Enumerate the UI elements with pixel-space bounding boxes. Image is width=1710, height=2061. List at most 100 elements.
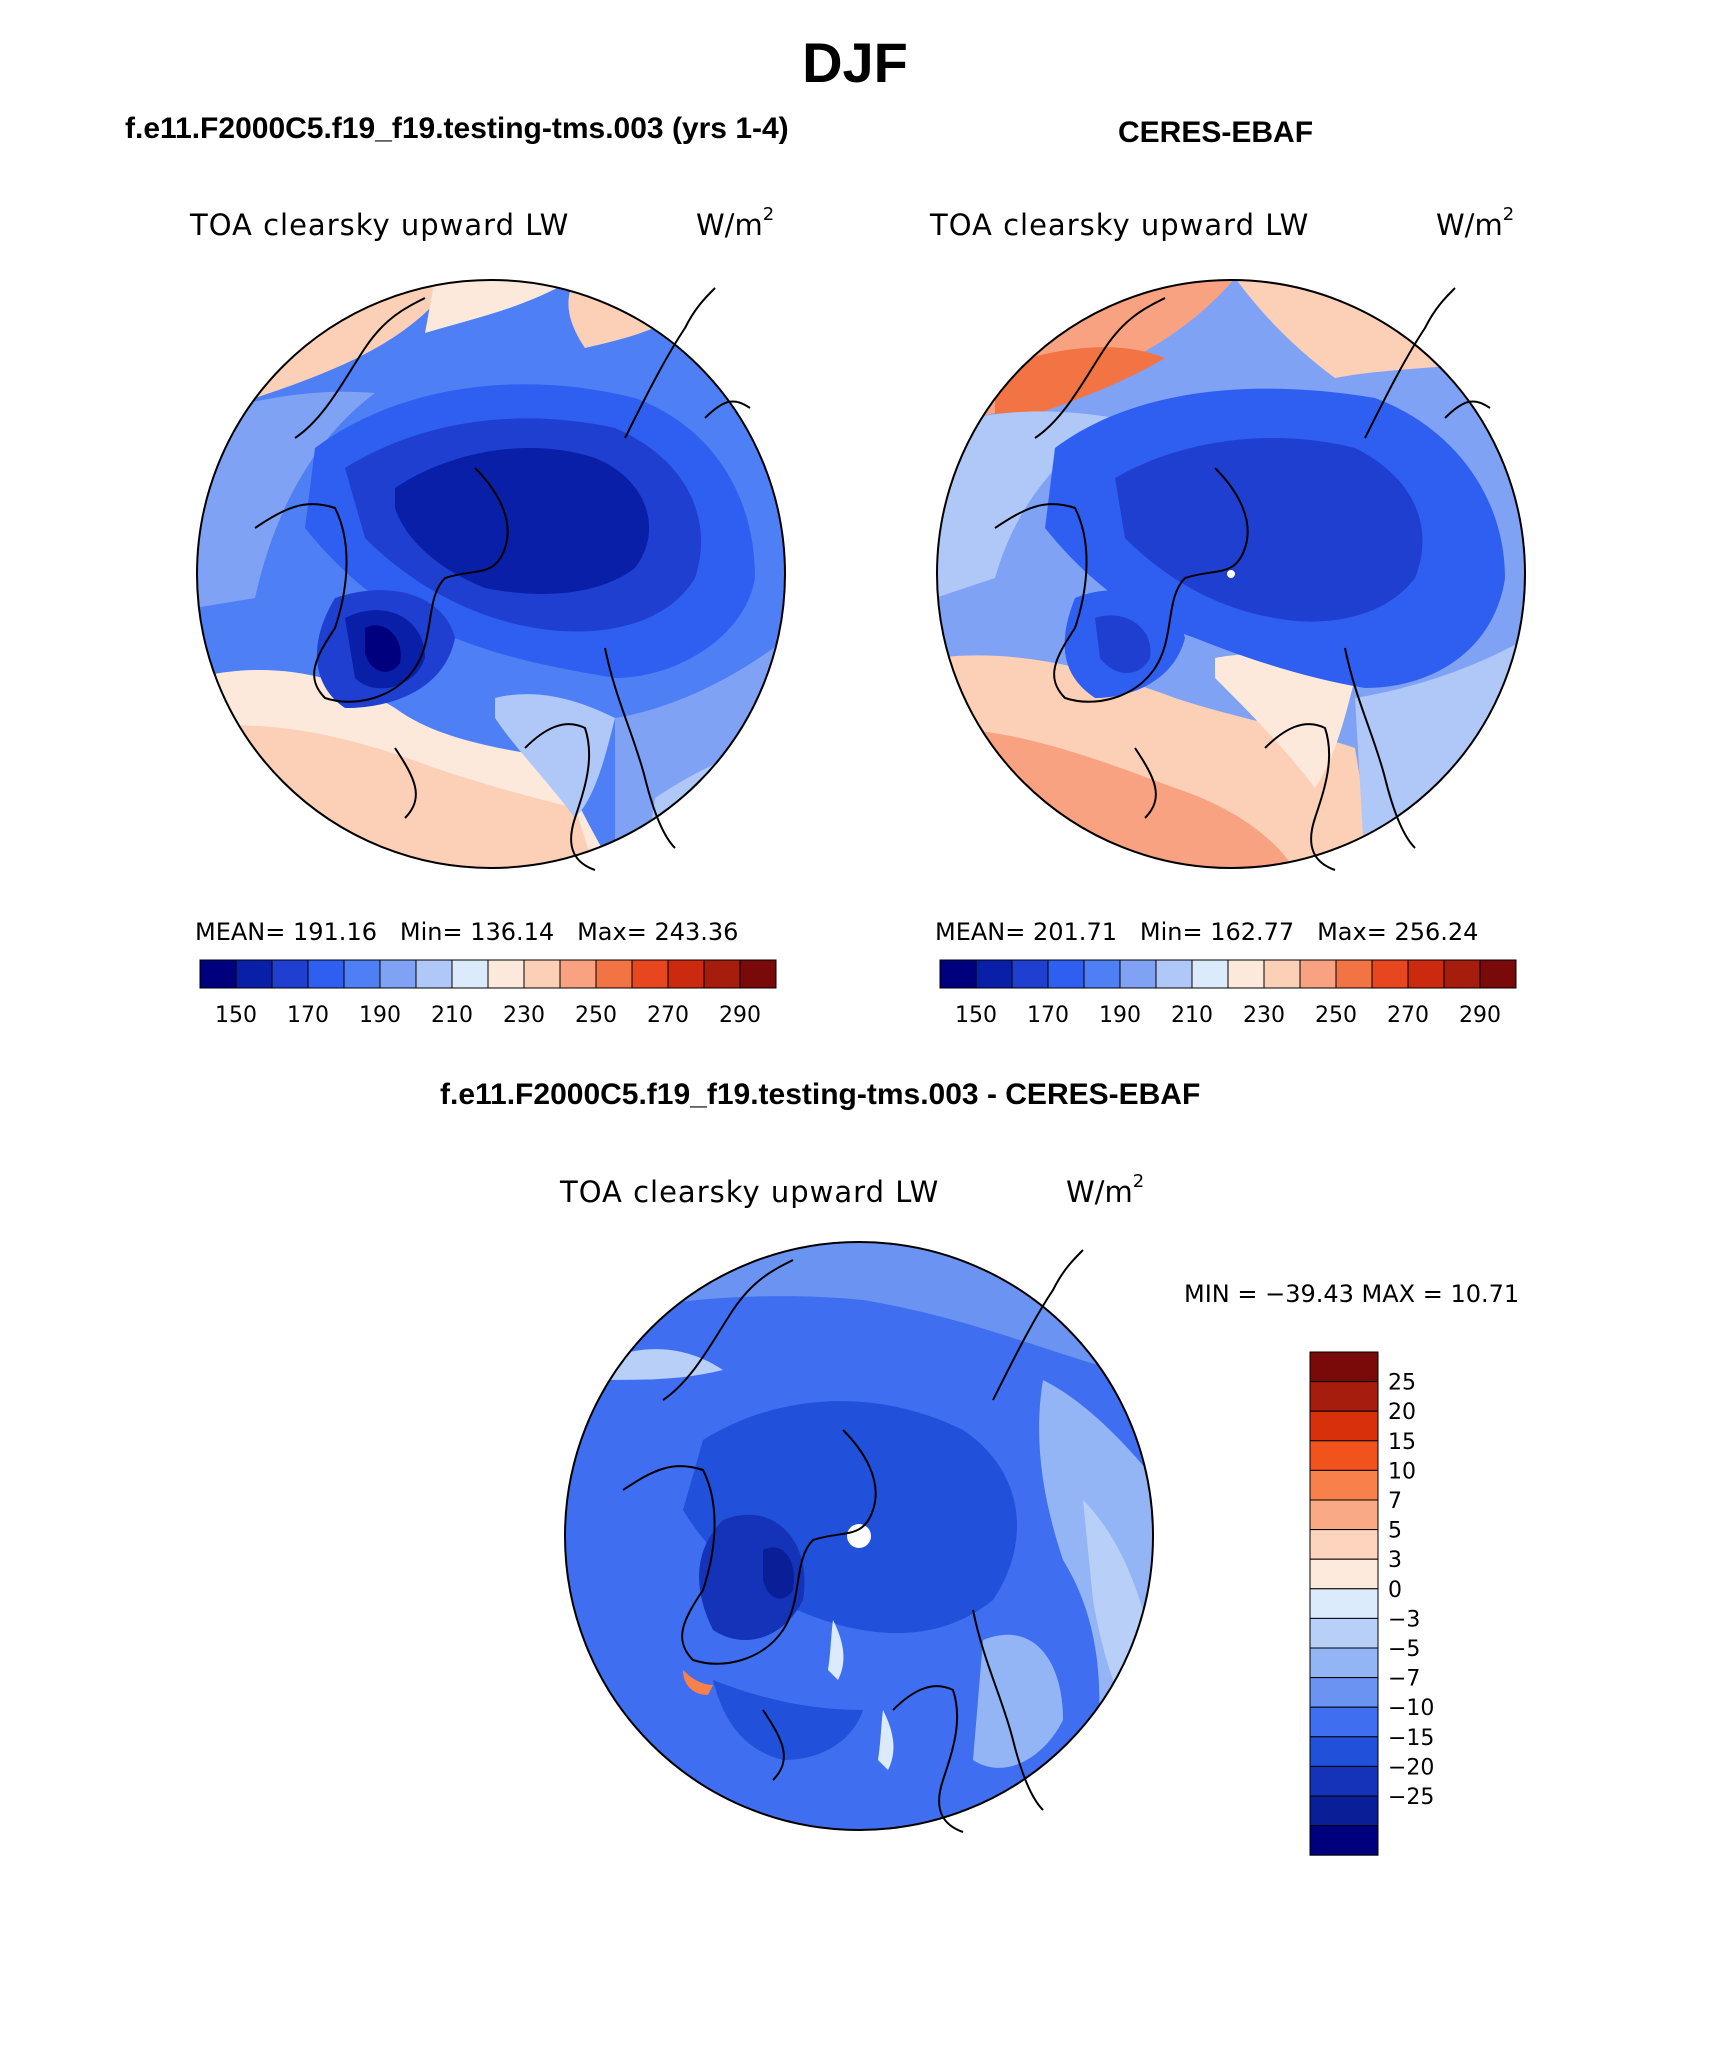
colorbar-model-swatch bbox=[739, 959, 777, 989]
panel-title-obs: CERES-EBAF bbox=[1118, 116, 1314, 149]
diff-minmax: MIN = −39.43 MAX = 10.71 bbox=[1184, 1280, 1520, 1308]
colorbar-model-tick-label: 270 bbox=[647, 1003, 689, 1028]
colorbar-diff-swatch bbox=[1309, 1440, 1379, 1471]
colorbar-diff-tick-label: 3 bbox=[1388, 1548, 1402, 1573]
colorbar-diff-tick-label: −3 bbox=[1388, 1607, 1420, 1632]
colorbar-obs-swatch bbox=[1299, 959, 1337, 989]
colorbar-model-swatch bbox=[667, 959, 705, 989]
colorbar-model-tick-label: 170 bbox=[287, 1003, 329, 1028]
colorbar-model-swatch bbox=[379, 959, 417, 989]
colorbar-model-tick-label: 190 bbox=[359, 1003, 401, 1028]
colorbar-model-swatch bbox=[199, 959, 237, 989]
colorbar-obs-swatch bbox=[1191, 959, 1229, 989]
colorbar-model-swatch bbox=[703, 959, 741, 989]
map-obs bbox=[936, 279, 1526, 871]
colorbar-obs-swatch bbox=[975, 959, 1013, 989]
colorbar-diff-tick-label: −20 bbox=[1388, 1755, 1434, 1780]
colorbar-obs-swatch bbox=[1047, 959, 1085, 989]
min-label: Min= bbox=[399, 918, 463, 946]
units-label-model: W/m2 bbox=[696, 204, 775, 242]
units-label-obs: W/m2 bbox=[1436, 204, 1515, 242]
mean-value: 201.71 bbox=[1033, 918, 1117, 946]
colorbar-diff-tick-label: −7 bbox=[1388, 1667, 1420, 1692]
colorbar-obs: 150 170 190 210 230 250 270 290 bbox=[939, 959, 1517, 1028]
min-label: Min= bbox=[1139, 918, 1203, 946]
colorbar-model-swatch bbox=[631, 959, 669, 989]
colorbar-diff-tick-label: −15 bbox=[1388, 1726, 1434, 1751]
variable-label-obs: TOA clearsky upward LW bbox=[930, 208, 1310, 242]
colorbar-diff-swatch bbox=[1309, 1410, 1379, 1442]
mean-label: MEAN= bbox=[195, 918, 286, 946]
colorbar-model-swatch bbox=[271, 959, 309, 989]
min-value: 136.14 bbox=[470, 918, 555, 946]
stats-obs: MEAN= 201.71 Min= 162.77 Max= 256.24 bbox=[935, 918, 1478, 946]
page-title: DJF bbox=[802, 31, 908, 94]
colorbar-obs-swatch bbox=[1443, 959, 1481, 989]
variable-label-diff: TOA clearsky upward LW bbox=[560, 1175, 940, 1209]
map-diff bbox=[564, 1241, 1154, 1833]
colorbar-obs-tick-label: 210 bbox=[1171, 1003, 1213, 1028]
colorbar-diff-swatch bbox=[1309, 1469, 1379, 1501]
colorbar-obs-swatch bbox=[1335, 959, 1373, 989]
colorbar-diff-tick-label: 10 bbox=[1388, 1459, 1416, 1484]
colorbar-obs-tick-label: 150 bbox=[955, 1003, 997, 1028]
colorbar-obs-swatch bbox=[939, 959, 977, 989]
max-value: 256.24 bbox=[1394, 918, 1479, 946]
colorbar-obs-tick-label: 250 bbox=[1315, 1003, 1357, 1028]
colorbar-obs-swatch bbox=[1407, 959, 1445, 989]
stats-model: MEAN= 191.16 Min= 136.14 Max= 243.36 bbox=[195, 918, 738, 946]
variable-label-model: TOA clearsky upward LW bbox=[190, 208, 570, 242]
colorbar-diff-tick-label: 7 bbox=[1388, 1489, 1402, 1514]
colorbar-diff-swatch bbox=[1309, 1351, 1379, 1383]
colorbar-obs-swatch bbox=[1155, 959, 1193, 989]
colorbar-model-tick-label: 230 bbox=[503, 1003, 545, 1028]
colorbar-obs-swatch bbox=[1011, 959, 1049, 989]
colorbar-diff-swatch bbox=[1309, 1617, 1379, 1649]
diff-panel-title: f.e11.F2000C5.f19_f19.testing-tms.003 - … bbox=[440, 1078, 1201, 1111]
colorbar-model-swatch bbox=[523, 959, 561, 989]
max-label: Max= bbox=[1317, 918, 1387, 946]
min-value: 162.77 bbox=[1210, 918, 1295, 946]
units-label-diff: W/m2 bbox=[1066, 1171, 1145, 1209]
colorbar-diff-swatch bbox=[1309, 1825, 1379, 1856]
colorbar-diff-tick-label: −25 bbox=[1388, 1785, 1434, 1810]
colorbar-diff-tick-label: −5 bbox=[1388, 1637, 1420, 1662]
colorbar-diff-tick-label: 0 bbox=[1388, 1578, 1402, 1603]
colorbar-diff: 25 20 15 10 7 5 3 0 −3 −5 −7 −10 −15 −20 −25 bbox=[1309, 1351, 1434, 1856]
colorbar-diff-swatch bbox=[1309, 1706, 1379, 1738]
colorbar-model-swatch bbox=[415, 959, 453, 989]
colorbar-model-swatch bbox=[343, 959, 381, 989]
colorbar-obs-swatch bbox=[1371, 959, 1409, 989]
colorbar-diff-tick-label: −10 bbox=[1388, 1696, 1434, 1721]
colorbar-model-swatch bbox=[595, 959, 633, 989]
colorbar-model-swatch bbox=[559, 959, 597, 989]
colorbar-obs-swatch bbox=[1227, 959, 1265, 989]
colorbar-diff-tick-label: 15 bbox=[1388, 1430, 1416, 1455]
colorbar-diff-tick-label: 5 bbox=[1388, 1519, 1402, 1544]
colorbar-model-swatch bbox=[235, 959, 273, 989]
colorbar-obs-tick-label: 290 bbox=[1459, 1003, 1501, 1028]
colorbar-model-tick-label: 290 bbox=[719, 1003, 761, 1028]
colorbar-obs-tick-label: 170 bbox=[1027, 1003, 1069, 1028]
colorbar-model-tick-label: 210 bbox=[431, 1003, 473, 1028]
colorbar-diff-swatch bbox=[1309, 1765, 1379, 1797]
colorbar-diff-swatch bbox=[1309, 1588, 1379, 1619]
mean-label: MEAN= bbox=[935, 918, 1026, 946]
colorbar-model: 150 170 190 210 230 250 270 290 bbox=[199, 959, 777, 1028]
max-value: 243.36 bbox=[654, 918, 739, 946]
colorbar-model-tick-label: 250 bbox=[575, 1003, 617, 1028]
mean-value: 191.16 bbox=[293, 918, 377, 946]
colorbar-model-swatch bbox=[307, 959, 345, 989]
panel-title-model: f.e11.F2000C5.f19_f19.testing-tms.003 (y… bbox=[125, 112, 789, 145]
colorbar-diff-swatch bbox=[1309, 1677, 1379, 1708]
colorbar-obs-tick-label: 230 bbox=[1243, 1003, 1285, 1028]
colorbar-obs-swatch bbox=[1083, 959, 1121, 989]
colorbar-obs-tick-label: 190 bbox=[1099, 1003, 1141, 1028]
colorbar-diff-swatch bbox=[1309, 1499, 1379, 1531]
colorbar-diff-swatch bbox=[1309, 1647, 1379, 1679]
colorbar-obs-swatch bbox=[1479, 959, 1517, 989]
colorbar-model-swatch bbox=[487, 959, 525, 989]
colorbar-model-swatch bbox=[451, 959, 489, 989]
colorbar-obs-swatch bbox=[1263, 959, 1301, 989]
colorbar-diff-swatch bbox=[1309, 1736, 1379, 1767]
